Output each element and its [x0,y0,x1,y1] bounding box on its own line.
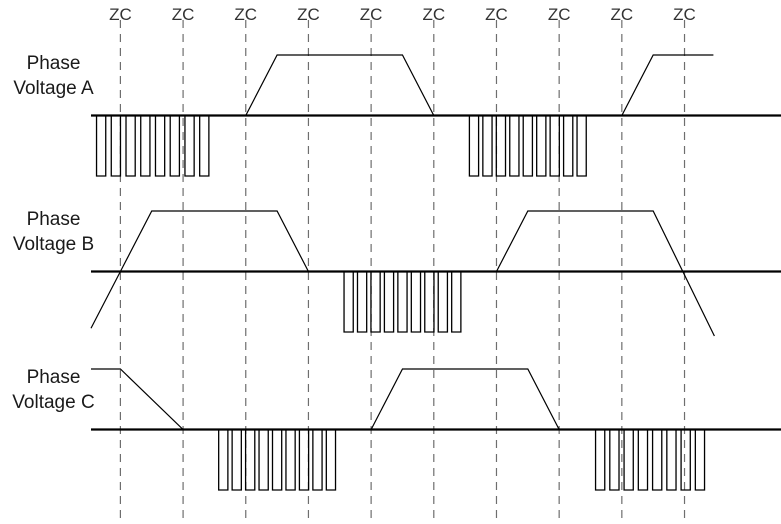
svg-text:ZC: ZC [548,5,571,24]
svg-text:ZC: ZC [422,5,445,24]
svg-text:ZC: ZC [297,5,320,24]
svg-text:ZC: ZC [485,5,508,24]
svg-text:ZC: ZC [109,5,132,24]
svg-text:ZC: ZC [360,5,383,24]
svg-text:ZC: ZC [172,5,195,24]
svg-text:ZC: ZC [234,5,257,24]
svg-text:ZC: ZC [611,5,634,24]
svg-text:ZC: ZC [673,5,696,24]
